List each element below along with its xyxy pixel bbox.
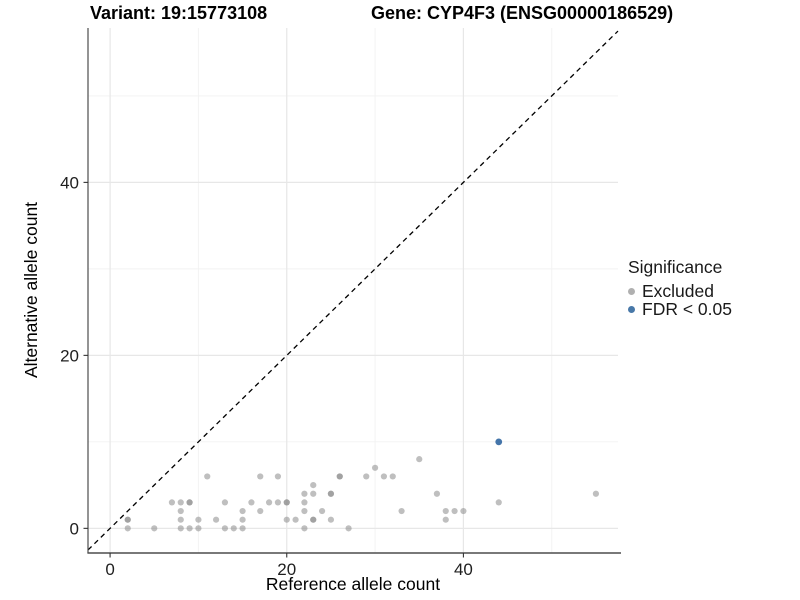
svg-text:20: 20 [277, 560, 296, 579]
legend-item-fdr: FDR < 0.05 [628, 300, 732, 318]
x-axis-title: Reference allele count [266, 574, 440, 594]
svg-text:0: 0 [70, 519, 79, 538]
axes: 0 20 40 0 20 40 [60, 28, 621, 579]
data-points [124, 438, 600, 532]
legend-item-excluded: Excluded [628, 282, 732, 300]
svg-text:40: 40 [454, 560, 473, 579]
svg-text:40: 40 [60, 173, 79, 192]
legend: Significance Excluded FDR < 0.05 [628, 257, 732, 318]
legend-title: Significance [628, 257, 723, 277]
svg-text:20: 20 [60, 346, 79, 365]
legend-item-label: Excluded [642, 281, 714, 301]
gene-title: Gene: CYP4F3 (ENSG00000186529) [371, 3, 674, 23]
svg-text:0: 0 [105, 560, 114, 579]
fdr-dot-icon [628, 305, 635, 313]
variant-title: Variant: 19:15773108 [90, 3, 268, 23]
identity-line [87, 30, 619, 551]
excluded-dot-icon [628, 287, 635, 295]
legend-item-label: FDR < 0.05 [642, 299, 732, 319]
y-axis-title: Alternative allele count [21, 202, 41, 378]
